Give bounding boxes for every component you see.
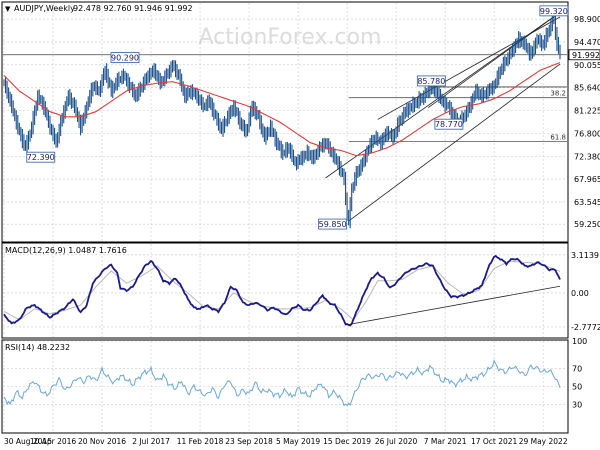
dropdown-arrow-icon[interactable]: ▼: [5, 5, 11, 13]
macd-axis-tick-label: -2.7772: [571, 323, 600, 332]
channel-layer: [325, 11, 561, 222]
macd-signal-line: [3, 260, 561, 321]
price-annotation-box: [110, 52, 140, 63]
watermark: ActionForex.com: [199, 25, 382, 50]
date-axis-tick-label: 23 Sep 2018: [225, 437, 273, 446]
rsi-panel-frame: [1, 339, 569, 434]
moving-average-line: [3, 61, 561, 157]
last-price-box: [568, 49, 600, 61]
date-axis-tick-label: 2 Jul 2017: [132, 437, 170, 446]
price-annotation-box: [416, 75, 446, 87]
date-axis-tick-label: 7 Mar 2021: [424, 437, 467, 446]
chart-title: AUDJPY,Weekly: [14, 4, 75, 13]
date-axis-tick-label: 29 May 2022: [519, 437, 568, 446]
price-annotation-label: 90.290: [111, 54, 139, 63]
macd-trendline: [347, 285, 561, 326]
rsi-axis-tick-label: 70: [572, 364, 582, 373]
rsi-axis-tick-label: 30: [572, 401, 582, 410]
price-annotation-label: 72.390: [27, 153, 55, 162]
rsi-line: [3, 359, 561, 407]
date-axis-tick-label: 11 Feb 2018: [177, 437, 224, 446]
price-annotation-box: [434, 118, 464, 130]
macd-axis-tick-label: 0.00: [571, 289, 589, 298]
rsi-axis-tick-label: 100: [572, 337, 587, 346]
date-axis-tick-label: 17 Oct 2021: [471, 437, 518, 446]
macd-title: MACD(12,26,9) 1.0487 1.7616: [5, 246, 127, 255]
date-axis-tick-label: 26 Jul 2020: [375, 437, 418, 446]
price-annotation-label: 99.320: [540, 7, 568, 16]
grid-layer: [3, 3, 567, 432]
channel-line: [325, 11, 561, 179]
price-axis-tick-label: 98.900: [574, 15, 600, 24]
horizontal-lines-layer: 38.2 61.8: [3, 54, 567, 143]
price-axis-tick-label: 76.800: [574, 129, 600, 138]
price-annotation-label: 59.850: [319, 220, 347, 229]
macd-axis-tick-label: 3.1139: [571, 251, 599, 260]
date-axis-tick-label: 10 Apr 2016: [30, 437, 77, 446]
annotation-layer: 99.320 90.290 85.780 78.770 72.390 59.850: [26, 5, 569, 230]
price-axis-tick-label: 67.965: [574, 175, 600, 184]
fib-label: 61.8: [550, 134, 566, 142]
price-annotation-label: 85.780: [417, 77, 445, 86]
price-axis-tick-label: 94.470: [574, 38, 600, 47]
date-axis-tick-label: 15 Dec 2019: [323, 437, 371, 446]
series-layer: [3, 10, 561, 407]
last-price-label: 91.992: [572, 51, 600, 60]
rsi-title: RSI(14) 48.2232: [5, 343, 70, 352]
price-annotation-box: [26, 151, 56, 163]
date-axis-tick-label: 5 May 2019: [276, 437, 320, 446]
macd-panel-frame: [1, 242, 569, 339]
rsi-axis-tick-label: 50: [572, 383, 582, 392]
macd-line: [3, 254, 561, 327]
date-axis-tick-label: 30 Aug 2015: [4, 437, 52, 446]
price-axis-tick-label: 85.640: [574, 84, 600, 93]
price-axis-tick-label: 72.380: [574, 152, 600, 161]
price-annotation-label: 78.770: [435, 120, 463, 129]
price-axis-tick-label: 63.545: [574, 198, 600, 207]
price-annotation-box: [539, 5, 569, 17]
channel-line: [428, 16, 555, 108]
price-annotation-box: [318, 218, 348, 230]
date-axis-tick-label: 20 Nov 2016: [78, 437, 126, 446]
price-axis-tick-label: 81.225: [574, 106, 600, 115]
price-axis-tick-label: 90.055: [574, 61, 600, 70]
chart-ohlc: 92.478 92.760 91.946 91.992: [73, 4, 193, 13]
price-panel-frame: [1, 1, 569, 243]
channel-line: [348, 63, 561, 222]
axis-layer: 98.900 94.470 90.055 85.640 81.225 76.800 72.3…: [4, 15, 600, 446]
price-axis-tick-label: 59.250: [574, 220, 600, 229]
fib-label: 38.2: [550, 90, 566, 98]
